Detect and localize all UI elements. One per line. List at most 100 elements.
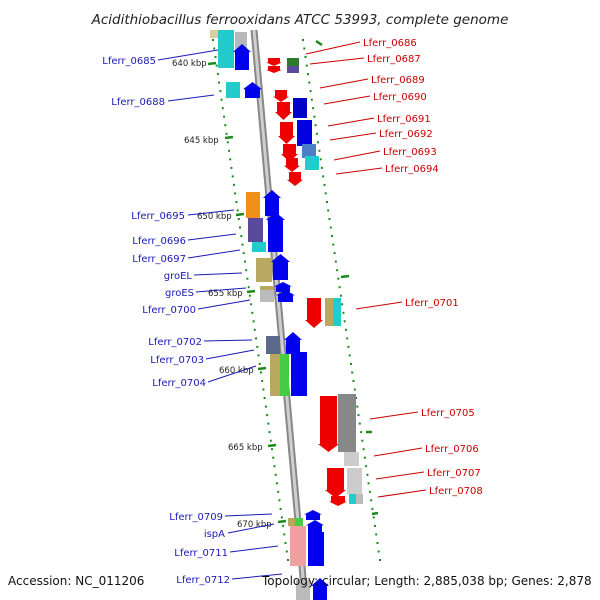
cog-block — [280, 354, 289, 396]
track-dot — [336, 269, 339, 272]
reverse-cds-arrow — [266, 58, 282, 66]
track-dot — [324, 192, 327, 195]
track-dot — [262, 388, 265, 391]
track-dot — [376, 542, 379, 544]
cog-block — [347, 468, 362, 494]
cog-block — [297, 120, 312, 146]
gene-label: groEL — [164, 271, 193, 282]
gene-label: groES — [165, 288, 194, 299]
forward-cds-arrow — [271, 254, 290, 280]
leader-line — [187, 233, 237, 241]
track-dot — [328, 218, 331, 220]
scale-tick — [224, 135, 234, 140]
cog-block — [305, 156, 319, 170]
leader-line — [333, 150, 381, 161]
gene-label: Lferr_0690 — [373, 92, 427, 103]
track-dot — [317, 141, 320, 144]
forward-cds-arrow — [284, 332, 302, 354]
kbp-label: 650 kbp — [197, 212, 232, 222]
leader-line — [224, 513, 273, 517]
gene-label: Lferr_0693 — [383, 147, 437, 158]
track-dot — [216, 73, 219, 76]
forward-cds-arrow — [233, 44, 251, 70]
leader-line — [157, 49, 219, 61]
track-dot — [224, 124, 227, 127]
track-dot — [350, 362, 352, 365]
gene-label: Lferr_0694 — [385, 164, 439, 175]
track-dot — [322, 175, 325, 178]
reverse-cds-arrow — [329, 496, 347, 506]
gene-label: Lferr_0706 — [425, 444, 479, 455]
gene-label: Lferr_0709 — [169, 512, 223, 523]
track-dot — [280, 516, 283, 519]
track-dot — [255, 337, 257, 340]
leader-line — [329, 132, 377, 141]
cog-block — [270, 354, 280, 396]
kbp-label: 655 kbp — [208, 289, 243, 299]
reverse-cds-arrow — [284, 158, 300, 172]
track-dot — [333, 252, 336, 255]
cog-block — [256, 258, 272, 282]
track-dot — [343, 320, 346, 323]
gene-label: Lferr_0695 — [131, 211, 185, 222]
track-dot — [252, 320, 255, 323]
track-dot — [312, 107, 315, 110]
scale-tick — [235, 212, 245, 217]
leader-line — [195, 287, 247, 293]
leader-line — [197, 299, 251, 310]
track-dot — [352, 380, 355, 382]
forward-cds-arrow — [263, 190, 281, 216]
track-dot — [244, 260, 246, 263]
track-dot — [231, 175, 234, 178]
cog-block — [302, 144, 316, 158]
scale-tick — [267, 443, 277, 448]
track-dot — [230, 166, 233, 169]
track-dot — [275, 482, 278, 485]
cog-block — [260, 286, 274, 292]
leader-line — [205, 349, 255, 360]
track-dot — [264, 405, 267, 408]
gene-label: Lferr_0700 — [142, 305, 196, 316]
gene-label: Lferr_0692 — [379, 129, 433, 140]
leader-line — [227, 523, 275, 534]
track-dot — [357, 414, 360, 417]
track-dot — [247, 286, 250, 289]
track-dot — [248, 294, 251, 297]
track-dot — [226, 141, 229, 144]
track-dot — [358, 422, 361, 425]
gene-label: Lferr_0708 — [429, 486, 483, 497]
track-dot — [263, 397, 266, 399]
cog-block — [325, 298, 333, 326]
track-dot — [315, 132, 318, 135]
kbp-label: 660 kbp — [219, 366, 254, 376]
track-dot — [331, 235, 333, 238]
gene-label: Lferr_0691 — [377, 114, 431, 125]
track-dot — [363, 456, 366, 459]
cog-block — [246, 192, 260, 218]
cog-block — [252, 242, 266, 252]
track-dot — [237, 218, 240, 220]
track-dot — [329, 226, 332, 229]
track-dot — [215, 64, 218, 67]
track-dot — [326, 201, 328, 203]
track-dot — [273, 465, 276, 468]
track-dot — [241, 243, 244, 246]
track-dot — [285, 550, 288, 553]
scale-tick — [207, 61, 217, 66]
track-dot — [212, 39, 214, 41]
track-dot — [374, 524, 376, 527]
leader-line — [193, 272, 243, 276]
track-dot — [346, 337, 349, 340]
track-dot — [234, 192, 237, 195]
cog-block — [260, 290, 274, 302]
scale-tick — [246, 289, 256, 294]
track-dot — [332, 243, 335, 246]
track-dot — [229, 158, 232, 161]
track-dot — [232, 183, 235, 186]
leader-line — [167, 94, 215, 102]
track-dot — [307, 73, 309, 76]
track-dot — [213, 47, 216, 50]
track-dot — [239, 226, 241, 229]
track-dot — [309, 90, 312, 93]
